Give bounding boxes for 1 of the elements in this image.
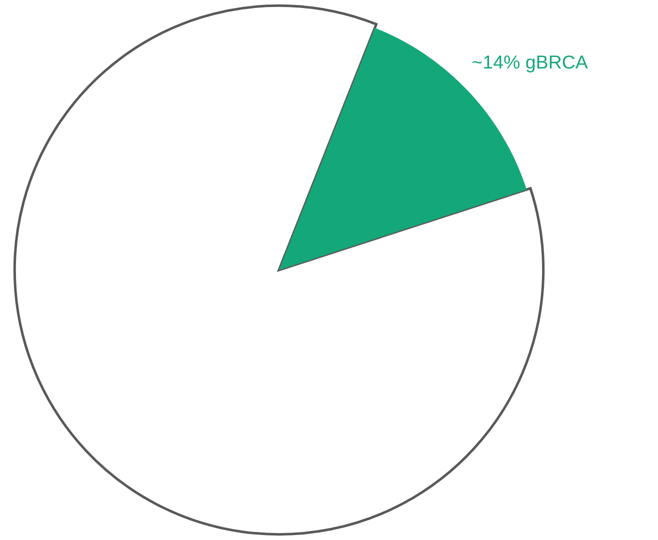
- slice-label: ~14% gBRCA: [472, 55, 588, 72]
